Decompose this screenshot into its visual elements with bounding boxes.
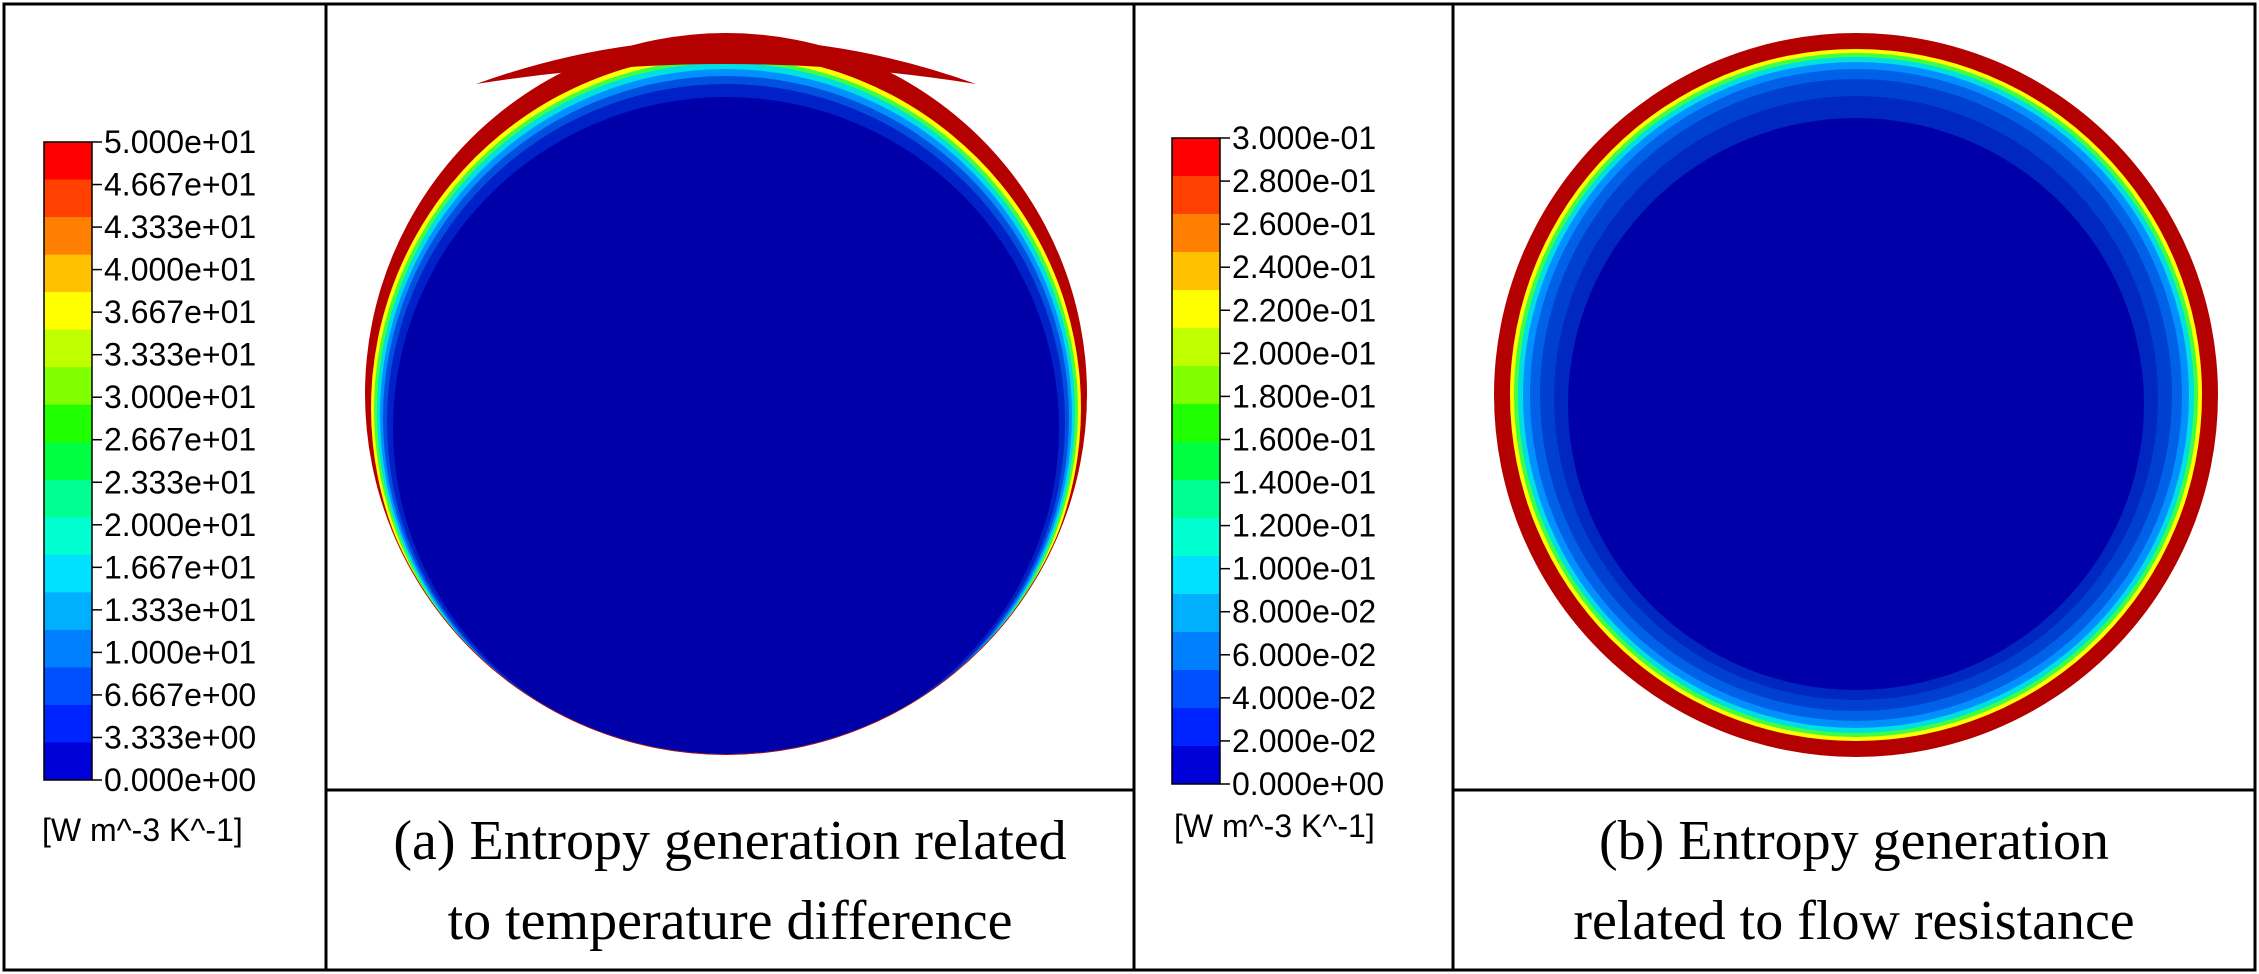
colorbar-a: 5.000e+01 4.667e+01 4.333e+01 4.000e+01 3.66… <box>43 124 256 798</box>
colorbar-tick-label: 8.000e-02 <box>1232 594 1376 630</box>
colorbar-tick-label: 3.000e-01 <box>1232 120 1376 156</box>
colorbar-segment <box>1172 670 1220 709</box>
colorbar-segment <box>1172 176 1220 215</box>
colorbar-segment <box>1172 594 1220 633</box>
colorbar-outline <box>43 141 93 781</box>
colorbar-tick-label: 3.000e+01 <box>104 379 256 415</box>
colorbar-segment <box>44 554 92 593</box>
contour-field-a <box>393 97 1059 754</box>
colorbar-tick-label: 6.000e-02 <box>1232 637 1376 673</box>
colorbar-tick-label: 4.667e+01 <box>104 167 256 203</box>
colorbar-segment <box>44 629 92 668</box>
colorbar-tick-label: 2.800e-01 <box>1232 163 1376 199</box>
colorbar-tick-label: 2.667e+01 <box>104 422 256 458</box>
colorbar-outline <box>1171 137 1221 785</box>
colorbar-segment <box>1172 366 1220 405</box>
colorbar-segment <box>1172 328 1220 367</box>
colorbar-tick-label: 3.333e+00 <box>104 719 256 755</box>
contour-plot-b <box>1453 4 2255 790</box>
colorbar-tick-label: 2.000e-02 <box>1232 723 1376 759</box>
colorbar-tick-label: 6.667e+00 <box>104 677 256 713</box>
colorbar-tick-label: 2.400e-01 <box>1232 249 1376 285</box>
contour-plot-a <box>326 4 1134 790</box>
contour-svg-a <box>365 33 1087 755</box>
colorbar-tick-label: 1.200e-01 <box>1232 508 1376 544</box>
colorbar-tick-label: 1.667e+01 <box>104 549 256 585</box>
colorbar-segment <box>44 179 92 218</box>
colorbar-segment <box>44 704 92 743</box>
colorbar-segment <box>1172 708 1220 747</box>
caption-a-line2: to temperature difference <box>447 890 1013 952</box>
colorbar-tick-label: 4.333e+01 <box>104 209 256 245</box>
colorbar-segment <box>44 292 92 331</box>
colorbar-tick-label: 0.000e+00 <box>104 762 256 798</box>
colorbar-segment <box>44 517 92 556</box>
colorbar-segment <box>44 667 92 706</box>
colorbar-tick-label: 4.000e-02 <box>1232 680 1376 716</box>
colorbar-tick-label: 2.600e-01 <box>1232 206 1376 242</box>
colorbar-segment <box>44 367 92 406</box>
colorbar-tick-label: 2.000e+01 <box>104 507 256 543</box>
colorbar-tick-label: 5.000e+01 <box>104 124 256 160</box>
colorbar-segment <box>44 217 92 256</box>
colorbar-segment <box>1172 480 1220 519</box>
caption-a: (a) Entropy generation related to temper… <box>326 792 1134 970</box>
contour-svg-b <box>1494 33 2218 757</box>
colorbar-tick-label: 0.000e+00 <box>1232 766 1384 802</box>
colorbar-segment <box>1172 442 1220 481</box>
colorbar-segment <box>1172 518 1220 557</box>
caption-b-line1: (b) Entropy generation <box>1598 810 2110 872</box>
colorbar-segment <box>44 479 92 518</box>
legend-b: 3.000e-01 2.800e-01 2.600e-01 2.400e-01 2.20… <box>1134 0 1453 974</box>
colorbar-segment <box>44 742 92 781</box>
colorbar-tick-label: 2.000e-01 <box>1232 335 1376 371</box>
contour-top-cap-a <box>476 39 976 84</box>
colorbar-tick-label: 3.333e+01 <box>104 337 256 373</box>
caption-b-line2: related to flow resistance <box>1573 890 2135 952</box>
caption-b: (b) Entropy generation related to flow r… <box>1453 792 2255 970</box>
unit-label-a: [W m^-3 K^-1] <box>42 812 243 848</box>
colorbar-tick-label: 1.000e+01 <box>104 634 256 670</box>
colorbar-tick-label: 1.333e+01 <box>104 592 256 628</box>
caption-a-line1: (a) Entropy generation related <box>393 810 1067 872</box>
colorbar-segment <box>44 254 92 293</box>
colorbar-segment <box>44 442 92 481</box>
colorbar-tick-label: 2.200e-01 <box>1232 292 1376 328</box>
colorbar-segment <box>1172 746 1220 785</box>
colorbar-tick-label: 1.400e-01 <box>1232 465 1376 501</box>
colorbar-tick-label: 4.000e+01 <box>104 252 256 288</box>
contour-field-b <box>1568 118 2144 690</box>
colorbar-tick-label: 1.800e-01 <box>1232 378 1376 414</box>
unit-label-b: [W m^-3 K^-1] <box>1174 808 1375 844</box>
colorbar-segment <box>1172 632 1220 671</box>
colorbar-segment <box>44 404 92 443</box>
colorbar-segment <box>44 592 92 631</box>
colorbar-segment <box>1172 556 1220 595</box>
colorbar-b: 3.000e-01 2.800e-01 2.600e-01 2.400e-01 2.20… <box>1171 120 1384 802</box>
colorbar-tick-label: 3.667e+01 <box>104 294 256 330</box>
legend-a: 5.000e+01 4.667e+01 4.333e+01 4.000e+01 3.66… <box>0 0 326 974</box>
colorbar-segment <box>1172 214 1220 253</box>
colorbar-segment <box>44 142 92 181</box>
colorbar-segment <box>1172 252 1220 291</box>
colorbar-segment <box>1172 138 1220 177</box>
colorbar-segment <box>44 329 92 368</box>
colorbar-segment <box>1172 290 1220 329</box>
colorbar-tick-label: 2.333e+01 <box>104 464 256 500</box>
colorbar-tick-label: 1.600e-01 <box>1232 421 1376 457</box>
colorbar-segment <box>1172 404 1220 443</box>
colorbar-tick-label: 1.000e-01 <box>1232 551 1376 587</box>
